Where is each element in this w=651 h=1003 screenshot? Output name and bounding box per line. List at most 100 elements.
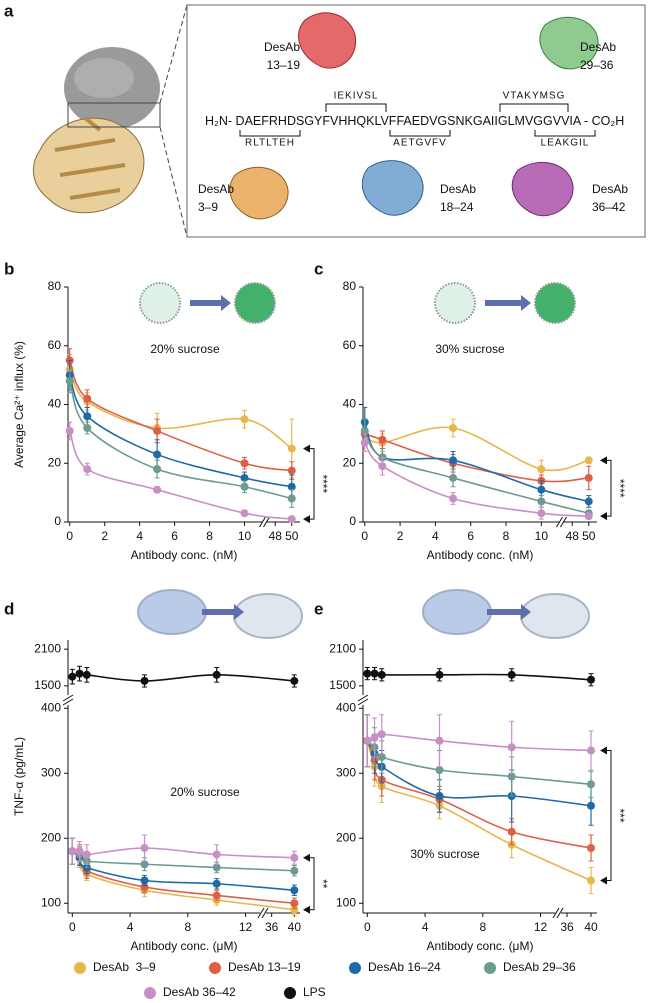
data-point [83, 424, 92, 432]
x-tick-label: 8 [206, 529, 213, 543]
data-point [435, 736, 444, 745]
data-point [378, 435, 387, 444]
x-tick-label: 12 [239, 920, 253, 934]
axis-break [259, 516, 266, 528]
x-tick-label: 0 [69, 920, 76, 934]
bracket-arrow [303, 853, 310, 862]
sequence: H₂N- DAEFRHDSGYFVHHQKLVFFAEDVGSNKGAIIGLM… [205, 114, 624, 128]
data-point [83, 394, 92, 403]
data-point [153, 450, 162, 459]
y-tick-label: 200 [41, 830, 61, 844]
panel-letter: c [314, 259, 323, 278]
legend-label: LPS [303, 985, 326, 999]
axis-break [263, 516, 270, 528]
data-point [212, 863, 221, 872]
antibody-name: DesAb [198, 182, 234, 196]
chart-panel: b 20% sucrose 0 20 40 60 80 0 2 4 6 8 10 48 50 Antibody… [4, 259, 330, 562]
y-tick-label: 2100 [329, 641, 356, 655]
y-tick-label: 200 [336, 830, 356, 844]
vesicle-icon [234, 282, 276, 324]
antibody-name: DesAb [440, 182, 476, 196]
series-line [68, 374, 292, 488]
y-tick-label: 100 [41, 895, 61, 909]
x-tick-label: 50 [582, 529, 596, 543]
bracket [389, 130, 451, 137]
y-tick-label: 100 [336, 895, 356, 909]
abeta-sequence: DAEFRHDSGYFVHHQKLVFFAEDVGSNKGAIIGLMVGGVV… [236, 114, 582, 128]
desab-ribbon [229, 166, 289, 220]
data-point [290, 866, 299, 875]
data-point [537, 497, 546, 506]
x-tick-label: 0 [364, 920, 371, 934]
significance-bracket [309, 448, 315, 520]
data-point [287, 444, 296, 453]
y-tick-label: 0 [349, 514, 356, 528]
data-point [290, 899, 299, 908]
data-point [584, 456, 593, 465]
data-point [82, 670, 91, 679]
significance-bracket [606, 459, 612, 517]
y-tick-label: 40 [48, 397, 62, 411]
protein-strands [54, 116, 126, 200]
data-point [153, 485, 162, 494]
desab-ribbon [511, 161, 574, 217]
legend-swatch [484, 962, 496, 974]
zoom-line [159, 126, 188, 238]
y-tick-label: 1500 [329, 678, 356, 692]
dish-icon [233, 593, 303, 639]
series-line [71, 850, 295, 911]
protein-ribbon [32, 117, 145, 214]
desab-ribbon [298, 12, 357, 69]
data-point [212, 850, 221, 859]
data-point [587, 746, 595, 755]
data-point [153, 426, 162, 435]
data-point [537, 465, 546, 474]
x-tick-label: 10 [238, 529, 252, 543]
bracket-arrow [600, 456, 607, 465]
y-tick-label: 0 [54, 514, 61, 528]
data-point [507, 827, 516, 836]
data-point [370, 733, 379, 742]
data-point [584, 512, 593, 521]
data-point [290, 676, 299, 685]
significance-label: *** [613, 808, 627, 822]
data-point [587, 844, 595, 852]
data-point [68, 672, 77, 681]
x-axis-label: Antibody conc. (μM) [427, 939, 534, 953]
data-point [449, 473, 458, 482]
data-point [435, 670, 444, 679]
series-line [367, 672, 592, 681]
x-tick-label: 40 [288, 920, 302, 934]
x-tick-label: 8 [184, 920, 191, 934]
antibody-range: 29–36 [580, 58, 614, 72]
x-tick-label: 4 [432, 529, 439, 543]
panel-letter: b [4, 259, 14, 278]
data-point [587, 876, 595, 885]
y-tick-label: 300 [336, 765, 356, 779]
axis-break [357, 694, 369, 702]
legend-label: DesAb 13–19 [228, 960, 301, 974]
antibody-name: DesAb [264, 40, 300, 54]
data-point [140, 860, 149, 869]
antibody-name: DesAb [580, 40, 616, 54]
antibody-range: 13–19 [267, 58, 301, 72]
x-tick-label: 2 [101, 529, 108, 543]
vesicle-icon [139, 282, 181, 324]
chart-panel: e 30% sucrose 100 200 300 400 1500 2100 0 4 8 12 36 4… [314, 589, 627, 953]
axis-break [257, 907, 265, 919]
data-point [287, 515, 296, 524]
data-point [240, 459, 249, 468]
axis-break [357, 698, 369, 706]
peptide: VTAKYMSG [503, 91, 566, 102]
data-point [240, 509, 249, 518]
epitope-brackets [239, 103, 596, 137]
desab-ribbon [361, 160, 424, 216]
y-tick-label: 80 [48, 279, 62, 293]
axis-break [62, 698, 74, 706]
condition-label: 30% sucrose [435, 342, 505, 356]
y-tick-label: 400 [336, 700, 356, 714]
panel-a-box [186, 4, 646, 238]
data-point [140, 844, 149, 852]
vesicle-icon [434, 282, 476, 324]
y-tick-label: 1500 [34, 678, 61, 692]
